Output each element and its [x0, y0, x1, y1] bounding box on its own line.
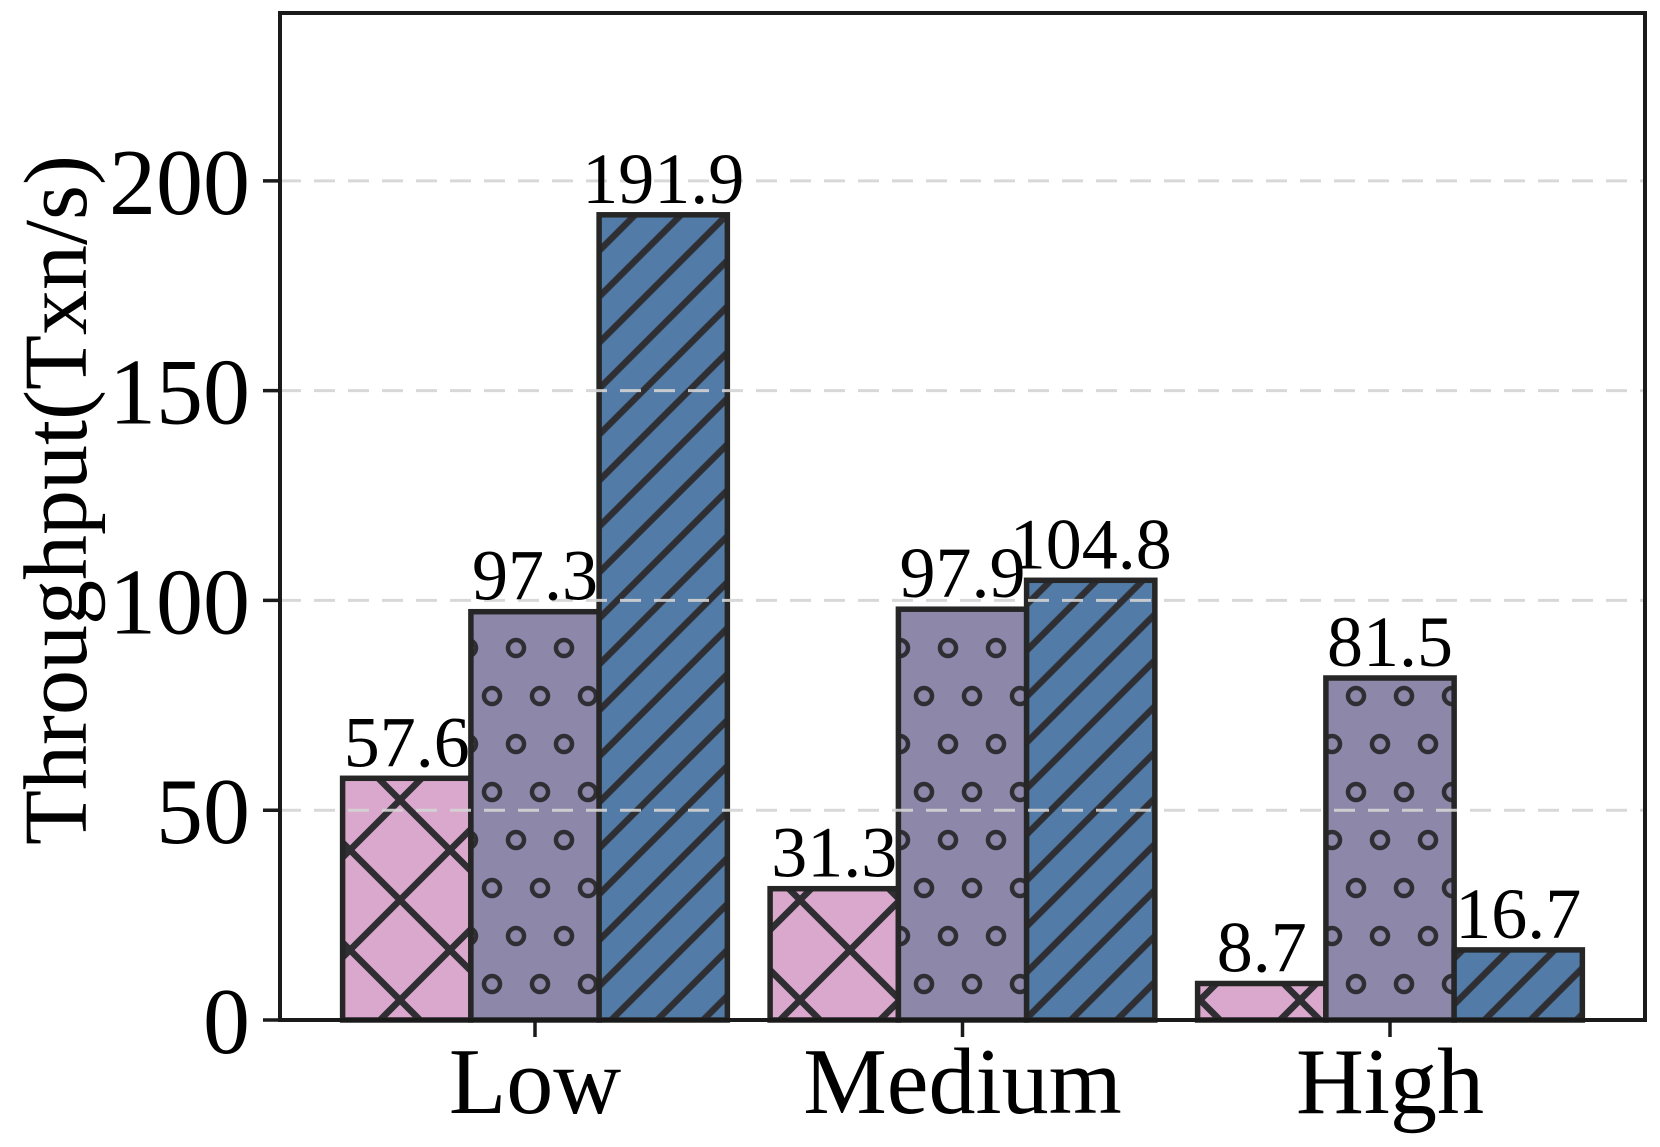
- x-tick-label-low: Low: [449, 1030, 621, 1134]
- y-tick-label-100: 100: [109, 550, 250, 654]
- value-label-low-dots-series: 97.3: [472, 536, 598, 616]
- value-label-medium-dots-series: 97.9: [900, 533, 1026, 613]
- value-label-high-crosshatch-series: 8.7: [1217, 907, 1307, 987]
- bar-low-dots-series: [468, 608, 602, 1023]
- value-label-low-crosshatch-series: 57.6: [344, 702, 470, 782]
- bars-layer: [339, 212, 1586, 1023]
- value-label-high-diagonal-series: 16.7: [1455, 874, 1581, 954]
- y-tick-label-50: 50: [156, 760, 250, 864]
- y-tick-label-150: 150: [109, 341, 250, 445]
- bar-medium-dots-series: [895, 606, 1030, 1023]
- x-tick-label-medium: Medium: [803, 1030, 1122, 1134]
- bar-low-crosshatch-series: [339, 775, 474, 1023]
- bar-medium-diagonal-series: [1023, 577, 1158, 1023]
- y-tick-label-0: 0: [203, 970, 250, 1074]
- labels-layer: 0 50 100 150 200 Low Medium High 57.6 97.3 191.9 31…: [109, 131, 1581, 1134]
- y-tick-label-200: 200: [109, 131, 250, 235]
- bar-medium-crosshatch-series: [767, 885, 902, 1023]
- bar-high-diagonal-series: [1451, 947, 1586, 1023]
- bar-high-crosshatch-series: [1194, 980, 1329, 1023]
- value-label-high-dots-series: 81.5: [1327, 602, 1453, 682]
- gridlines-layer: [280, 179, 1645, 812]
- axes-layer: [263, 11, 1647, 1037]
- bar-high-dots-series: [1323, 675, 1457, 1023]
- x-tick-label-high: High: [1296, 1030, 1484, 1134]
- y-axis-label: Throughput(Txn/s): [7, 155, 106, 845]
- value-label-medium-crosshatch-series: 31.3: [771, 813, 897, 893]
- bar-low-diagonal-series: [596, 212, 731, 1023]
- value-label-medium-diagonal-series: 104.8: [1010, 504, 1172, 584]
- value-label-low-diagonal-series: 191.9: [582, 139, 744, 219]
